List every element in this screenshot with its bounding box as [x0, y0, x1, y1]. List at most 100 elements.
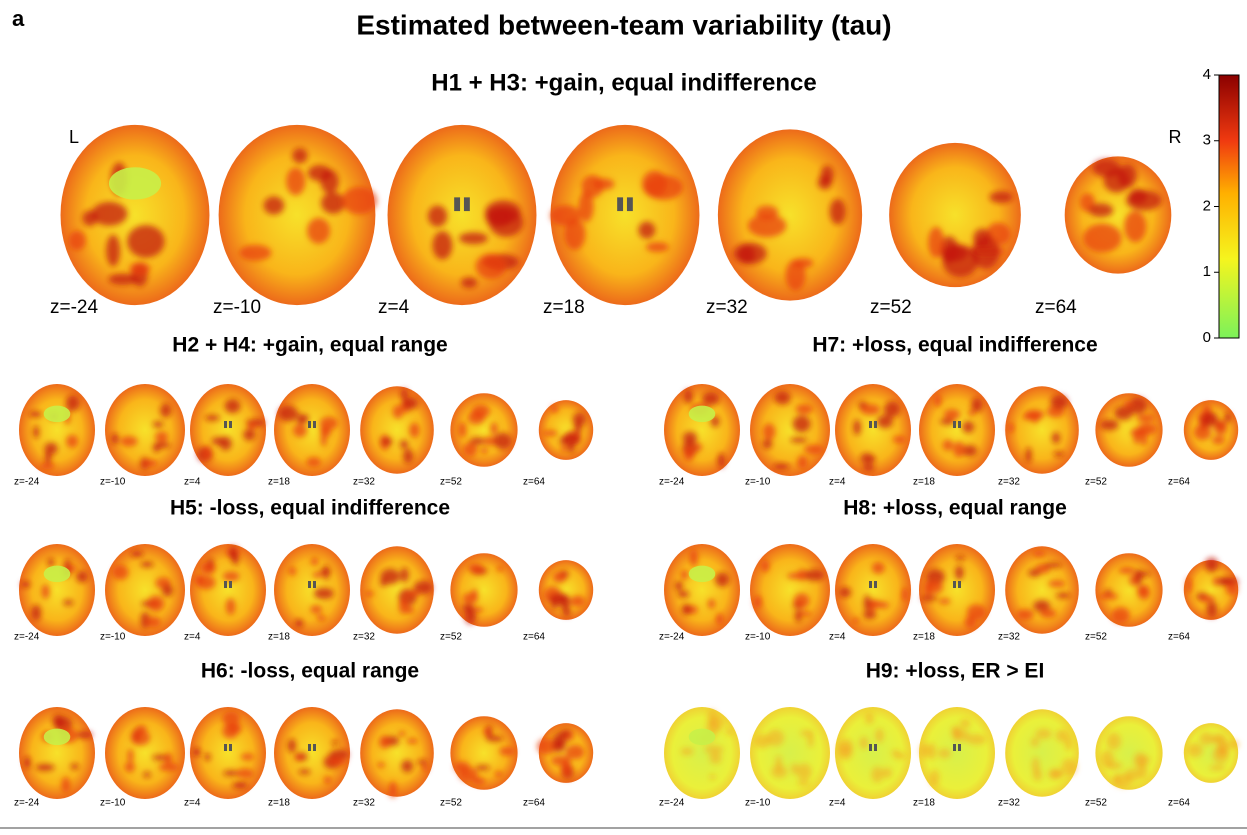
hotspot [966, 734, 987, 745]
slice-label: z=64 [1035, 297, 1077, 318]
ventricle [224, 581, 227, 588]
hotspot [464, 607, 477, 625]
ventricle [308, 421, 311, 428]
hotspot [483, 436, 498, 446]
hotspot [409, 422, 420, 438]
hotspot [222, 571, 240, 582]
ventricle [308, 581, 311, 588]
hotspot [968, 409, 976, 417]
hotspot [381, 437, 393, 446]
hotspot [681, 604, 692, 615]
brain-outline [360, 386, 434, 474]
panel-title: H5: -loss, equal indifference [170, 497, 450, 520]
hotspot [472, 606, 484, 613]
hotspot [797, 780, 811, 787]
hotspot [298, 769, 311, 775]
brain-hotspots [1079, 159, 1162, 253]
hotspot [793, 593, 810, 609]
hotspot [1211, 436, 1225, 445]
hotspot [863, 594, 871, 612]
hotspot [829, 198, 846, 225]
brain-slice [60, 124, 210, 306]
hotspot [551, 599, 559, 610]
ventricle [874, 744, 877, 751]
hotspot [901, 587, 909, 603]
hotspot [152, 421, 164, 428]
brain-slice [1005, 386, 1079, 474]
brain-slice [1095, 393, 1163, 467]
hotspot [41, 584, 50, 600]
hotspot [61, 776, 71, 793]
hotspot [1206, 601, 1218, 618]
brain-slice [387, 124, 537, 306]
hotspot [920, 595, 938, 601]
hotspot [1186, 743, 1203, 757]
brain-outline [19, 707, 95, 799]
brain-hotspots [853, 401, 906, 472]
brain-hotspots [543, 569, 586, 617]
brain-outline [190, 544, 266, 636]
hotspot [467, 563, 484, 573]
brain-slice [889, 142, 1021, 288]
hotspot [1186, 577, 1193, 594]
hotspot [472, 777, 486, 785]
ventricle [224, 421, 227, 428]
hotspot [247, 422, 257, 430]
hotspot [154, 442, 171, 449]
slice-label: z=-24 [659, 798, 685, 809]
hotspot [852, 618, 860, 624]
brain-hotspots [239, 148, 377, 261]
hotspot [1114, 405, 1133, 420]
green-region [688, 405, 716, 423]
ventricle [229, 581, 232, 588]
hotspot [1218, 739, 1227, 757]
hotspot [140, 561, 154, 568]
brain-hotspots [454, 724, 515, 785]
hotspot [762, 438, 773, 450]
brain-slice [664, 384, 740, 476]
brain-outline [750, 544, 830, 636]
hotspot [1031, 757, 1040, 774]
brain-hotspots [124, 724, 179, 778]
slice-label: z=52 [1085, 477, 1107, 488]
hotspot [1099, 593, 1119, 600]
hotspot [293, 423, 307, 438]
hotspot [928, 226, 945, 259]
slice-label: z=4 [829, 632, 846, 643]
brain-slice [274, 544, 350, 636]
hotspot [938, 598, 951, 605]
hotspot [942, 245, 979, 278]
hotspot [551, 755, 571, 766]
hotspot [860, 404, 881, 415]
hotspot [380, 568, 400, 585]
slice-label: z=-24 [50, 297, 98, 318]
hotspot [562, 432, 581, 446]
hotspot [774, 391, 791, 405]
hotspot [1030, 737, 1040, 747]
brain-hotspots [192, 711, 255, 789]
brain-outline [1005, 546, 1079, 634]
brain-outline [105, 707, 185, 799]
hotspot [1212, 576, 1219, 586]
hotspot [564, 744, 585, 760]
hotspot [402, 591, 422, 597]
brain-hotspots [928, 191, 1013, 278]
brain-hotspots [920, 555, 986, 629]
hotspot [754, 734, 771, 748]
hotspot [240, 753, 255, 761]
hotspot [753, 595, 762, 609]
hotspot [572, 412, 586, 427]
hotspot [1199, 595, 1216, 603]
brain-slice [360, 546, 434, 634]
brain-slice [274, 384, 350, 476]
brain-slice [1183, 723, 1240, 783]
hotspot [164, 752, 173, 765]
hotspot [120, 436, 138, 447]
hotspot [786, 572, 804, 580]
brain-hotspots [762, 391, 824, 470]
hotspot [288, 566, 297, 576]
brain-outline [664, 544, 740, 636]
ventricle [953, 581, 956, 588]
hotspot [427, 205, 448, 227]
hotspot [1208, 736, 1223, 742]
